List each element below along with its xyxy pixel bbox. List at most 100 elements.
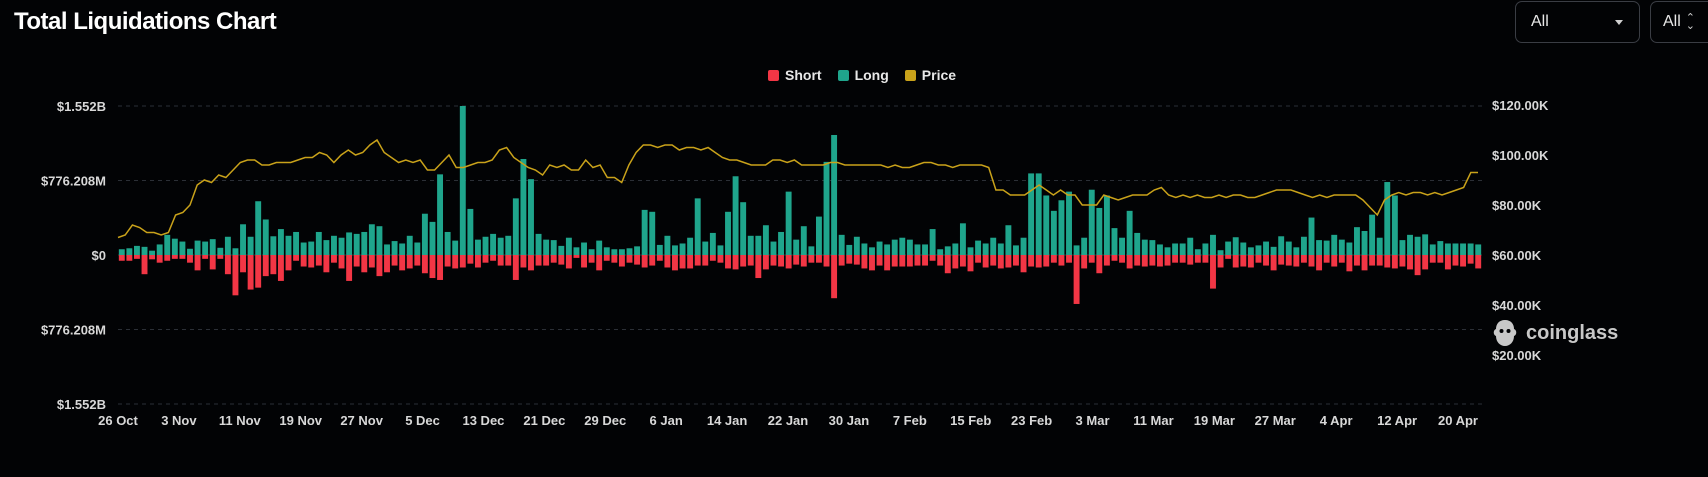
short-bar [528, 255, 534, 271]
price-line [117, 138, 1478, 239]
long-bar [982, 243, 989, 255]
y-left-tick-label: $776.208M [41, 323, 106, 338]
long-bar [262, 219, 269, 255]
long-bar [1369, 214, 1376, 255]
y-right-tick-label: $60.00K [1492, 248, 1542, 263]
coin-select[interactable]: All ⌃ ⌄ [1650, 1, 1708, 43]
short-bar [482, 255, 489, 263]
legend-label-long: Long [854, 67, 889, 83]
long-bar [664, 235, 671, 255]
long-bar [194, 240, 201, 255]
short-bar [1156, 255, 1163, 267]
long-bar [1354, 227, 1360, 255]
legend-item-short[interactable]: Short [768, 67, 822, 83]
long-bar [1270, 246, 1277, 255]
long-bar [421, 213, 428, 255]
short-bar [565, 255, 572, 269]
short-bar [1452, 255, 1459, 266]
x-tick-label: 11 Nov [219, 413, 262, 428]
x-tick-label: 6 Jan [650, 413, 683, 428]
long-bar [793, 239, 800, 255]
long-bar [535, 233, 542, 255]
short-bar [1361, 255, 1368, 271]
range-select[interactable]: All [1515, 1, 1640, 43]
x-tick-label: 27 Nov [340, 413, 383, 428]
short-bar [444, 255, 451, 267]
short-bar [520, 255, 527, 268]
long-bar [959, 223, 966, 255]
long-bar [702, 241, 709, 255]
long-bar [149, 250, 156, 255]
short-bar [187, 255, 193, 263]
long-bar [588, 249, 595, 255]
short-bar [1338, 255, 1345, 263]
short-bar [1354, 255, 1360, 266]
long-bar [1460, 243, 1467, 255]
short-bar [573, 255, 580, 258]
long-bar [1164, 247, 1171, 255]
y-right-tick-label: $20.00K [1492, 348, 1542, 363]
short-bar [376, 255, 383, 277]
long-bar [467, 208, 474, 255]
short-bar [588, 255, 595, 263]
y-right-tick-label: $40.00K [1492, 298, 1542, 313]
long-bar [581, 242, 587, 255]
short-bar [967, 255, 974, 272]
long-bar [429, 221, 436, 255]
coinglass-logo-icon [1493, 320, 1517, 346]
long-bar [603, 247, 610, 255]
short-bar [1293, 255, 1300, 267]
short-bar [1020, 255, 1027, 273]
long-bar [1247, 247, 1254, 255]
legend-item-price[interactable]: Price [904, 67, 956, 83]
x-tick-label: 11 Mar [1133, 413, 1173, 428]
short-bar [1179, 255, 1186, 263]
long-bar [891, 239, 898, 255]
short-bar [793, 255, 800, 265]
long-bar [361, 231, 368, 255]
short-bar [1149, 255, 1156, 266]
short-bar [452, 255, 459, 269]
short-bar [762, 255, 769, 270]
long-bar [1088, 189, 1095, 255]
short-bar [1376, 255, 1383, 266]
short-bar [217, 255, 224, 259]
short-bar [1225, 255, 1232, 259]
short-bar [823, 255, 830, 267]
short-bar [141, 255, 148, 275]
long-bar [1361, 230, 1368, 255]
short-bar [861, 255, 868, 269]
short-bar [179, 255, 186, 259]
legend-item-long[interactable]: Long [837, 67, 889, 83]
long-bar [1149, 240, 1156, 255]
short-bar [899, 255, 906, 267]
long-bar [573, 247, 580, 255]
short-bar [550, 255, 557, 263]
long-bar [906, 239, 913, 255]
long-bar [649, 211, 656, 255]
legend-swatch-long [837, 69, 849, 81]
short-bar [581, 255, 587, 268]
long-bar [1407, 234, 1413, 255]
short-bar [959, 255, 966, 267]
long-bar [937, 249, 944, 255]
short-bar [323, 255, 330, 273]
long-bar [1202, 243, 1209, 255]
long-bar [126, 248, 133, 255]
short-bar [1444, 255, 1451, 270]
short-bar [831, 255, 838, 299]
short-bar [406, 255, 413, 269]
short-bar [1240, 255, 1247, 267]
short-bar [1043, 255, 1050, 267]
long-bar [118, 249, 125, 255]
long-bar [975, 240, 982, 255]
x-tick-label: 3 Nov [161, 413, 197, 428]
short-bar [240, 255, 246, 273]
short-bar [1331, 255, 1338, 267]
short-bar [800, 255, 807, 267]
x-tick-label: 26 Oct [98, 413, 138, 428]
long-bar [452, 240, 459, 255]
long-bar [1232, 237, 1239, 255]
long-bar [232, 248, 239, 255]
